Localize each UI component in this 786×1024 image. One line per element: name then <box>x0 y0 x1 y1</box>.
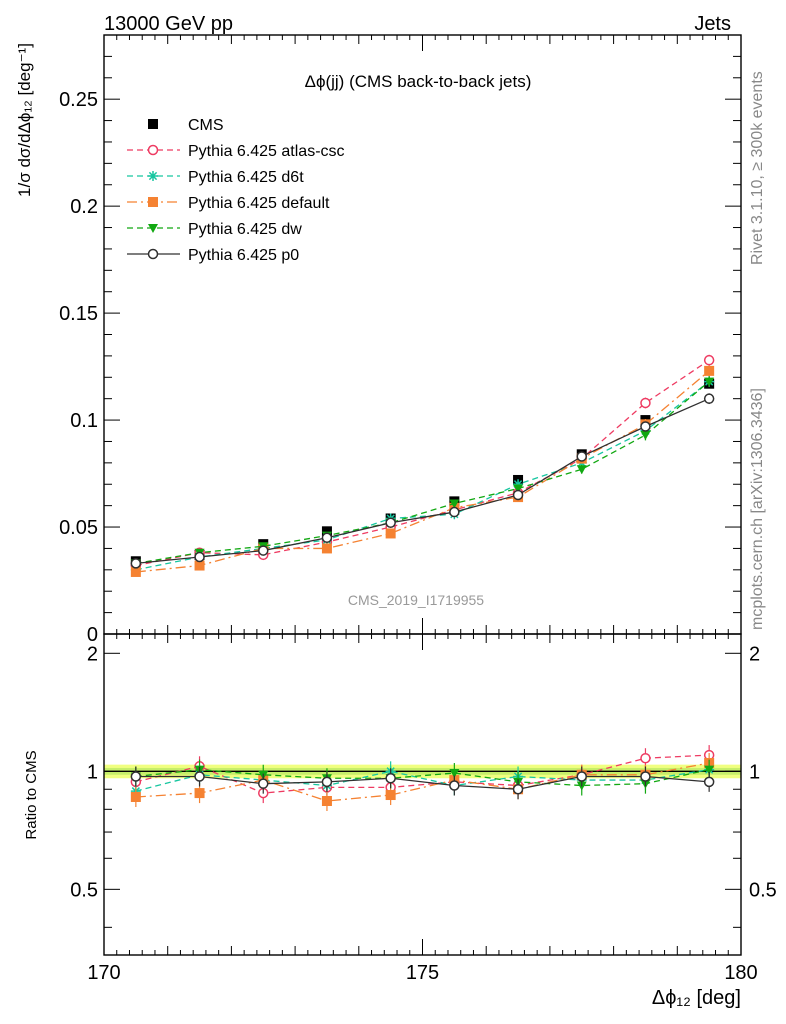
series-line <box>135 370 710 573</box>
ratio-point <box>321 776 333 788</box>
data-point <box>385 517 396 529</box>
ratio-point <box>640 752 651 764</box>
data-point <box>576 465 587 475</box>
header-right: Jets <box>694 13 731 35</box>
ratio-point <box>321 796 332 807</box>
ratio-point <box>130 771 142 782</box>
y-tick-label: 0 <box>87 624 98 646</box>
x-tick-label: 180 <box>724 962 757 984</box>
ratio-y-tick-label: 0.5 <box>70 879 98 901</box>
series-line <box>135 381 710 571</box>
series-0 <box>130 378 715 567</box>
data-point <box>703 393 715 404</box>
header-left: 13000 GeV pp <box>104 13 233 35</box>
legend-marker <box>148 197 158 207</box>
ratio-line <box>135 775 710 790</box>
data-point <box>640 421 651 432</box>
ratio-point <box>130 791 141 802</box>
mcplots-label: mcplots.cern.ch [arXiv:1306.3436] <box>749 388 766 630</box>
data-point <box>703 354 715 366</box>
ratio-y-tick-label: 2 <box>87 643 98 665</box>
ratio-ylabel: Ratio to CMS <box>23 750 40 839</box>
y-tick-label: 0.25 <box>59 89 98 111</box>
ratio-point <box>194 771 205 782</box>
y-tick-label: 0.05 <box>59 517 98 539</box>
data-point <box>449 499 460 509</box>
ratio-line <box>135 768 710 792</box>
ratio-series-4 <box>130 766 715 800</box>
data-point <box>512 489 524 501</box>
legend-entry: Pythia 6.425 d6t <box>188 169 304 186</box>
main-panel: 0 0.05 0.1 0.15 0.2 0.25 CMS Pythia 6.425 atlas… <box>59 34 742 646</box>
data-point <box>194 560 205 571</box>
legend-marker <box>147 144 159 156</box>
ratio-y-tick-label-right: 0.5 <box>749 879 777 901</box>
legend-entry: Pythia 6.425 atlas-csc <box>188 143 345 160</box>
data-point <box>321 526 332 537</box>
data-point <box>258 545 269 556</box>
x-axis-label: Δϕ₁₂ [deg] <box>652 987 741 1009</box>
rivet-label: Rivet 3.1.10, ≥ 300k events <box>749 71 766 265</box>
watermark: CMS_2019_I1719955 <box>348 592 484 608</box>
legend-marker <box>148 224 158 233</box>
legend: CMS Pythia 6.425 atlas-csc Pythia 6.425 d6… <box>127 117 345 264</box>
main-title: Δϕ(jj) (CMS back-to-back jets) <box>305 72 532 91</box>
series-4 <box>130 376 715 569</box>
data-point <box>321 532 333 543</box>
series-line <box>135 381 710 565</box>
series-line <box>135 359 710 567</box>
data-point <box>513 484 524 494</box>
ratio-point <box>576 771 587 782</box>
series-line <box>135 398 710 565</box>
y-tick-label: 0.2 <box>70 196 98 218</box>
ratio-point <box>385 773 396 784</box>
legend-entry: CMS <box>188 117 224 134</box>
data-point <box>576 451 587 462</box>
data-point <box>704 365 715 376</box>
data-point <box>640 397 651 409</box>
series-3 <box>130 365 715 577</box>
data-point <box>704 377 715 387</box>
ratio-panel: 170 175 180 0.5 0.5 1 1 2 2 <box>70 618 777 984</box>
series-1 <box>130 354 715 571</box>
series-5 <box>130 393 715 569</box>
data-point <box>449 506 460 518</box>
series-2 <box>130 376 715 575</box>
data-point <box>385 528 396 539</box>
data-point <box>130 566 141 577</box>
legend-entry: Pythia 6.425 dw <box>188 221 302 238</box>
legend-entry: Pythia 6.425 default <box>188 195 330 212</box>
data-point <box>640 431 651 441</box>
legend-marker <box>148 171 158 181</box>
ratio-y-tick-label: 1 <box>87 761 98 783</box>
legend-entry: Pythia 6.425 p0 <box>188 247 299 264</box>
legend-marker <box>147 248 159 260</box>
legend-marker <box>148 119 158 129</box>
y-tick-label: 0.15 <box>59 303 98 325</box>
ratio-y-tick-label-right: 1 <box>749 761 760 783</box>
ratio-point <box>640 771 651 782</box>
ratio-point <box>512 784 524 795</box>
data-point <box>194 551 205 563</box>
ratio-point <box>704 765 715 775</box>
y-tick-label: 0.1 <box>70 410 98 432</box>
ratio-y-tick-label-right: 2 <box>749 643 760 665</box>
ratio-point <box>703 776 715 788</box>
main-ylabel: 1/σ dσ/dΔϕ₁₂ [deg⁻¹] <box>15 43 34 197</box>
x-tick-label: 175 <box>406 962 439 984</box>
x-tick-label: 170 <box>87 962 120 984</box>
ratio-point <box>449 780 460 791</box>
data-point <box>130 558 142 569</box>
ratio-point <box>449 769 460 779</box>
data-point <box>513 479 524 490</box>
ratio-line <box>135 762 710 802</box>
ratio-point <box>258 778 269 789</box>
data-point <box>321 543 332 554</box>
ratio-point <box>385 790 396 801</box>
ratio-point <box>194 788 205 799</box>
